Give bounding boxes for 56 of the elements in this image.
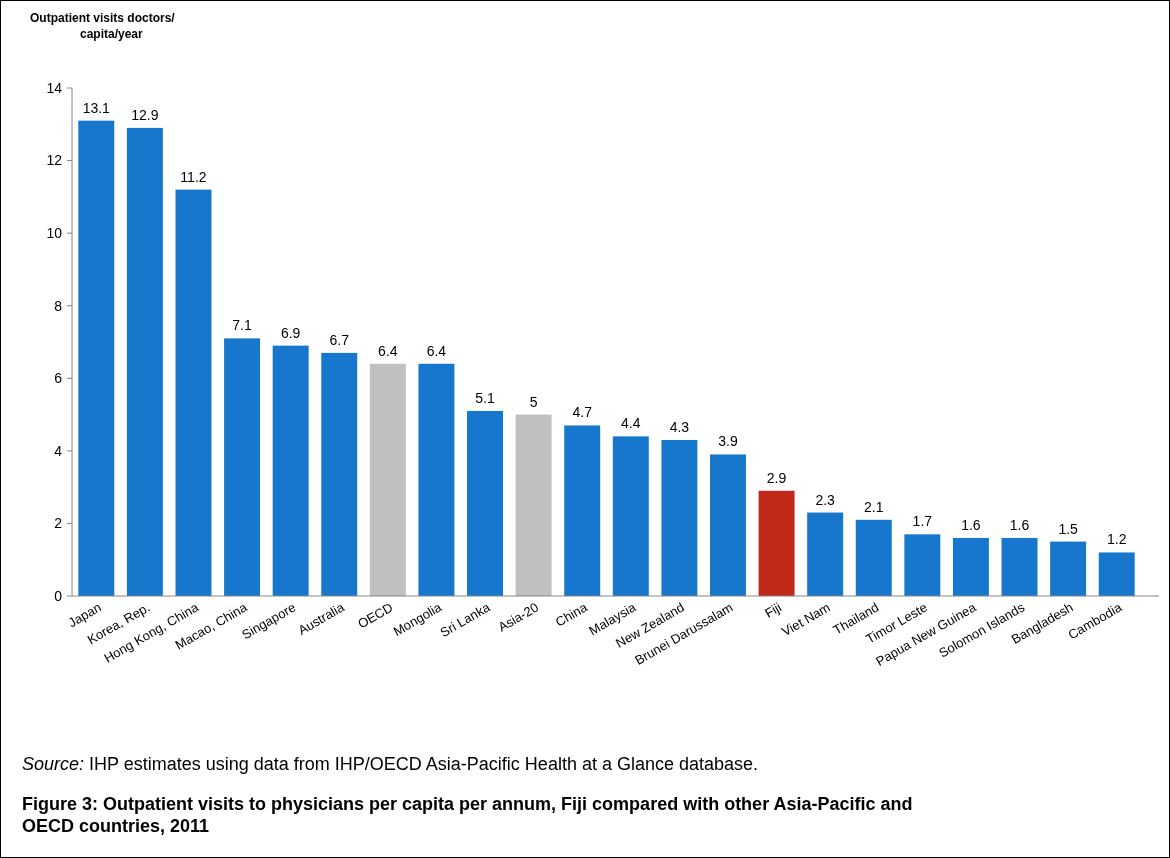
bar: [126, 127, 163, 596]
y-tick-label: 8: [54, 297, 63, 314]
bar: [952, 537, 989, 596]
data-label: 6.7: [329, 331, 350, 348]
data-label: 3.9: [718, 433, 738, 450]
y-tick-label: 12: [46, 152, 63, 169]
data-label: 4.7: [572, 404, 593, 421]
data-label: 1.5: [1058, 520, 1079, 537]
y-tick-label: 4: [54, 442, 63, 459]
bar: [564, 425, 601, 596]
bar: [224, 338, 261, 596]
bar: [612, 436, 649, 596]
bar: [904, 534, 941, 596]
bar: [661, 439, 698, 596]
bar: [807, 512, 844, 596]
data-label: 1.2: [1106, 531, 1127, 548]
data-label: 2.9: [766, 469, 787, 486]
data-label: 7.1: [232, 317, 253, 334]
y-tick-label: 10: [46, 225, 63, 242]
data-label: 6.4: [378, 342, 398, 359]
data-label: 2.3: [815, 491, 836, 508]
bar: [369, 363, 406, 596]
bar: [1001, 537, 1038, 596]
source-note: Source: IHP estimates using data from IHP/OECD Asia-Pacific Health at a Glance database.: [22, 754, 759, 774]
bar: [467, 410, 503, 596]
bar: [855, 519, 892, 596]
bar: [272, 345, 309, 596]
bar: [175, 189, 212, 596]
bar: [1098, 552, 1135, 596]
data-label: 2.1: [864, 498, 884, 515]
data-label: 4.3: [669, 418, 690, 435]
data-label: 6.4: [426, 342, 447, 359]
data-label: 4.4: [621, 415, 641, 432]
data-label: 1.6: [1009, 516, 1030, 533]
data-label: 1.6: [961, 516, 981, 533]
data-label: 11.2: [180, 168, 207, 185]
y-tick-label: 6: [54, 370, 63, 387]
bar: [321, 352, 358, 596]
x-tick-label: Fiji: [762, 599, 785, 621]
bar: [1050, 541, 1087, 596]
data-label: 5: [529, 393, 538, 410]
bar: [758, 490, 795, 596]
y-axis-title: Outpatient visits doctors/ capita/year: [30, 11, 176, 41]
bar: [515, 414, 552, 596]
text: Figure 3: Outpatient visits to physicians per capita per annum, Fiji compared with other Asia-Pacific and OECD countries, 2011: [22, 794, 913, 836]
bar: [78, 120, 115, 596]
data-label: 6.9: [280, 324, 301, 341]
y-tick-label: 14: [46, 79, 63, 96]
y-tick-label: 2: [54, 515, 63, 532]
data-label: 5.1: [475, 389, 495, 406]
bar: [418, 363, 455, 596]
bar: [710, 454, 746, 596]
data-label: 1.7: [912, 513, 933, 530]
data-label: 13.1: [82, 99, 111, 116]
y-tick-label: 0: [54, 587, 63, 604]
data-label: 12.9: [131, 106, 159, 123]
